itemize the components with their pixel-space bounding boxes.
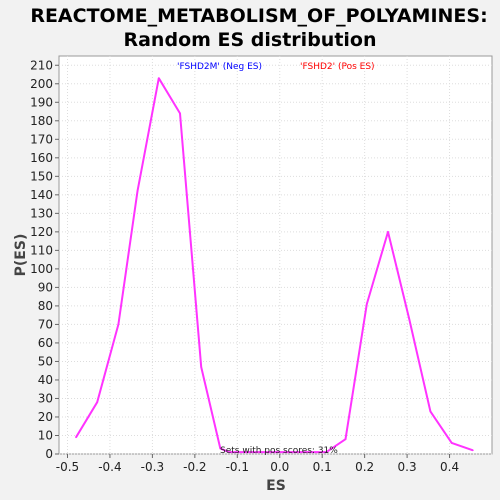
chart-title-line-1: REACTOME_METABOLISM_OF_POLYAMINES:	[30, 5, 487, 27]
plot-area	[58, 55, 493, 455]
x-tick-label: 0.1	[313, 460, 332, 474]
y-tick-label: 60	[38, 336, 53, 350]
legend-entry-neg: 'FSHD2M' (Neg ES)	[177, 62, 262, 72]
y-tick-label: 40	[38, 373, 53, 387]
y-tick-label: 120	[30, 225, 53, 239]
data-point	[75, 436, 77, 439]
data-point	[219, 447, 222, 450]
legend-entry-pos: 'FSHD2' (Pos ES)	[300, 62, 375, 72]
data-point	[117, 323, 120, 326]
data-point	[200, 366, 203, 368]
x-axis-label: ES	[266, 478, 286, 494]
y-tick-label: 70	[38, 317, 53, 331]
data-point	[179, 112, 181, 115]
data-point	[472, 449, 474, 452]
y-tick-label: 190	[30, 95, 53, 109]
data-point	[228, 451, 230, 453]
data-point	[96, 401, 99, 403]
y-tick-label: 140	[30, 188, 53, 202]
data-point	[365, 303, 368, 305]
x-axis-ticks: -0.5 -0.4 -0.3 -0.2 -0.1 0.0 0.1 0.2 0.3 0.4	[56, 454, 459, 474]
data-point	[387, 231, 389, 233]
x-tick-label: -0.5	[56, 460, 79, 474]
y-tick-label: 20	[38, 410, 53, 424]
data-point	[344, 438, 347, 440]
data-point	[136, 190, 139, 192]
grid	[59, 56, 492, 455]
y-tick-label: 50	[38, 354, 53, 368]
x-tick-label: -0.4	[98, 460, 121, 474]
chart-title-line-2: Random ES distribution	[123, 29, 376, 51]
data-point	[429, 410, 432, 413]
y-tick-label: 80	[38, 299, 53, 313]
y-tick-label: 130	[30, 206, 53, 220]
y-tick-label: 160	[30, 151, 53, 165]
x-tick-label: 0.4	[440, 460, 459, 474]
x-tick-label: 0.2	[355, 460, 374, 474]
x-tick-label: 0.3	[398, 460, 417, 474]
data-point	[157, 77, 160, 80]
x-tick-label: -0.2	[183, 460, 206, 474]
series-line-0	[75, 77, 474, 454]
y-tick-label: 180	[30, 114, 53, 128]
y-tick-label: 100	[30, 262, 53, 276]
y-axis-ticks: 0 10 20 30 40 50 60 70 80 90 100 110 120 130 140 150 160…	[30, 58, 59, 461]
y-tick-label: 10	[38, 428, 53, 442]
y-tick-label: 210	[30, 58, 53, 72]
data-point	[278, 451, 281, 453]
x-tick-label: -0.3	[141, 460, 164, 474]
x-tick-label: -0.1	[226, 460, 249, 474]
x-tick-label: 0.0	[270, 460, 289, 474]
y-axis-label: P(ES)	[13, 234, 29, 277]
data-point	[325, 451, 328, 453]
y-tick-label: 170	[30, 132, 53, 146]
y-tick-label: 200	[30, 77, 53, 91]
y-tick-label: 90	[38, 280, 53, 294]
pos-scores-annotation: Sets with pos scores: 31%	[220, 446, 338, 456]
y-tick-label: 150	[30, 169, 53, 183]
y-tick-label: 110	[30, 243, 53, 257]
data-point	[450, 442, 453, 444]
y-tick-label: 0	[45, 447, 53, 461]
data-point	[408, 318, 411, 320]
series	[75, 77, 474, 454]
y-tick-label: 30	[38, 391, 53, 405]
